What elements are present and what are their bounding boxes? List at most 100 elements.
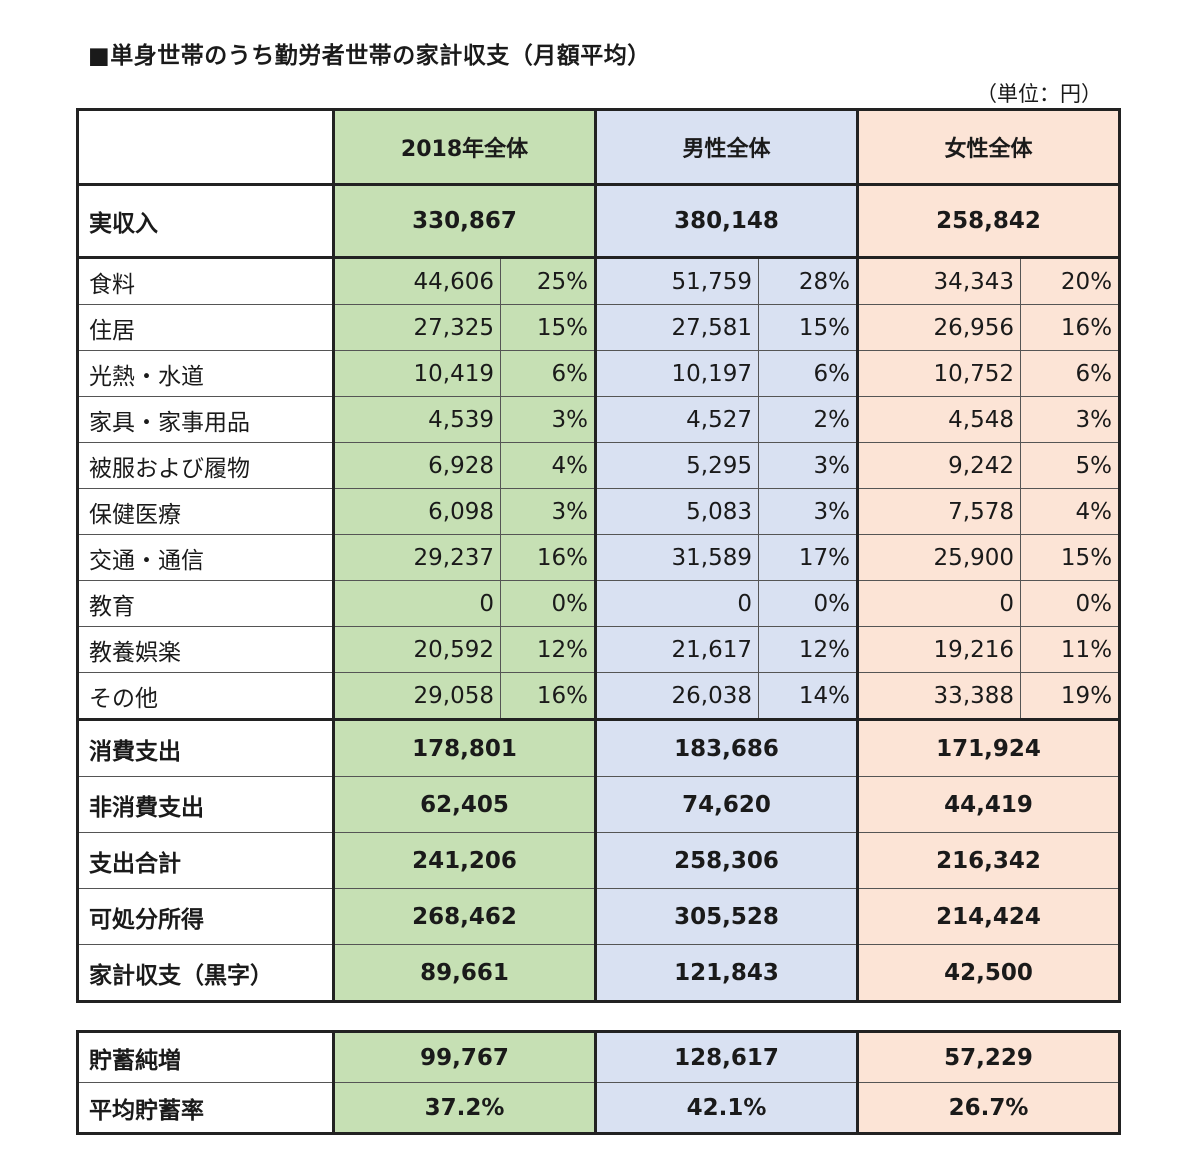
total-row: 可処分所得 268,462 305,528 214,424 [77, 888, 1121, 945]
savings-table: 貯蓄純増 99,767 128,617 57,229 平均貯蓄率 37.2% 42.1% 26… [76, 1030, 1121, 1135]
page-title: ■単身世帯のうち勤労者世帯の家計収支（月額平均） [88, 43, 651, 69]
amount-female: 4,548 [857, 396, 1022, 443]
amount-all: 0 [333, 580, 501, 627]
amount-female: 25,900 [857, 534, 1022, 581]
total-row: 支出合計 241,206 258,306 216,342 [77, 832, 1121, 889]
savings-row: 貯蓄純増 99,767 128,617 57,229 [77, 1031, 1120, 1083]
row-label: 貯蓄純増 [77, 1031, 335, 1083]
row-label: 交通・通信 [77, 534, 335, 581]
row-label: 平均貯蓄率 [77, 1082, 335, 1134]
row-label: その他 [77, 672, 335, 721]
value-female: 57,229 [857, 1031, 1120, 1083]
share-male: 3% [758, 488, 860, 535]
share-all: 12% [499, 626, 598, 673]
share-male: 0% [758, 580, 860, 627]
row-label: 実収入 [77, 184, 335, 259]
amount-all: 6,098 [333, 488, 501, 535]
amount-male: 27,581 [595, 304, 760, 351]
row-label: 光熱・水道 [77, 350, 335, 397]
row-label: 非消費支出 [77, 776, 335, 833]
expense-row: 食料 44,606 25% 51,759 28% 34,343 20% [77, 257, 1121, 305]
share-female: 11% [1020, 626, 1121, 673]
value-all: 89,661 [332, 944, 598, 1002]
header-female: 女性全体 [857, 109, 1121, 186]
row-label: 保健医療 [77, 488, 335, 535]
value-female: 44,419 [857, 776, 1121, 833]
amount-female: 19,216 [857, 626, 1022, 673]
value-male: 128,617 [595, 1031, 859, 1083]
value-all: 178,801 [332, 719, 598, 777]
amount-all: 4,539 [333, 396, 501, 443]
total-row: 消費支出 178,801 183,686 171,924 [77, 719, 1121, 777]
value-female: 42,500 [857, 944, 1121, 1002]
share-all: 6% [499, 350, 598, 397]
amount-male: 51,759 [595, 257, 760, 305]
share-all: 15% [499, 304, 598, 351]
share-female: 5% [1020, 442, 1121, 489]
share-female: 0% [1020, 580, 1121, 627]
expense-row: 光熱・水道 10,419 6% 10,197 6% 10,752 6% [77, 350, 1121, 397]
expense-row: 被服および履物 6,928 4% 5,295 3% 9,242 5% [77, 442, 1121, 489]
share-all: 3% [499, 396, 598, 443]
header-male: 男性全体 [595, 109, 860, 186]
share-male: 17% [758, 534, 860, 581]
share-male: 28% [758, 257, 860, 305]
value-all: 241,206 [332, 832, 598, 889]
row-label: 消費支出 [77, 719, 335, 777]
expense-row: その他 29,058 16% 26,038 14% 33,388 19% [77, 672, 1121, 721]
share-male: 15% [758, 304, 860, 351]
amount-male: 26,038 [595, 672, 760, 721]
header-row: 2018年全体 男性全体 女性全体 [77, 109, 1121, 186]
expense-totals: 消費支出 178,801 183,686 171,924 非消費支出 62,405 74,6… [77, 719, 1121, 1002]
row-label: 食料 [77, 257, 335, 305]
share-all: 16% [499, 672, 598, 721]
expense-row: 家具・家事用品 4,539 3% 4,527 2% 4,548 3% [77, 396, 1121, 443]
unit-label: （単位：円） [976, 82, 1102, 106]
row-label: 可処分所得 [77, 888, 335, 945]
row-label: 家具・家事用品 [77, 396, 335, 443]
expense-row: 住居 27,325 15% 27,581 15% 26,956 16% [77, 304, 1121, 351]
value-female: 216,342 [857, 832, 1121, 889]
amount-male: 10,197 [595, 350, 760, 397]
amount-female: 34,343 [857, 257, 1022, 305]
share-female: 15% [1020, 534, 1121, 581]
row-label: 支出合計 [77, 832, 335, 889]
amount-all: 29,058 [333, 672, 501, 721]
share-female: 16% [1020, 304, 1121, 351]
value-all: 37.2% [333, 1082, 597, 1134]
share-male: 12% [758, 626, 860, 673]
amount-all: 27,325 [333, 304, 501, 351]
amount-male: 5,083 [595, 488, 760, 535]
header-all: 2018年全体 [332, 109, 598, 186]
share-all: 3% [499, 488, 598, 535]
value-all: 99,767 [333, 1031, 597, 1083]
total-row: 非消費支出 62,405 74,620 44,419 [77, 776, 1121, 833]
total-row: 家計収支（黒字） 89,661 121,843 42,500 [77, 944, 1121, 1002]
savings-row: 平均貯蓄率 37.2% 42.1% 26.7% [77, 1082, 1120, 1134]
amount-female: 33,388 [857, 672, 1022, 721]
expense-row: 教養娯楽 20,592 12% 21,617 12% 19,216 11% [77, 626, 1121, 673]
amount-female: 0 [857, 580, 1022, 627]
value-male: 121,843 [595, 944, 860, 1002]
header-corner [77, 109, 335, 186]
amount-female: 7,578 [857, 488, 1022, 535]
row-label: 被服および履物 [77, 442, 335, 489]
expense-items: 食料 44,606 25% 51,759 28% 34,343 20% 住居 27,325 15%… [77, 257, 1121, 721]
share-female: 19% [1020, 672, 1121, 721]
amount-male: 5,295 [595, 442, 760, 489]
share-female: 4% [1020, 488, 1121, 535]
amount-all: 44,606 [333, 257, 501, 305]
value-male: 305,528 [595, 888, 860, 945]
value-male: 74,620 [595, 776, 860, 833]
share-all: 4% [499, 442, 598, 489]
value-female: 171,924 [857, 719, 1121, 777]
share-male: 6% [758, 350, 860, 397]
amount-male: 4,527 [595, 396, 760, 443]
amount-male: 0 [595, 580, 760, 627]
share-all: 25% [499, 257, 598, 305]
amount-female: 26,956 [857, 304, 1022, 351]
value-male: 380,148 [595, 184, 860, 259]
share-all: 16% [499, 534, 598, 581]
amount-all: 20,592 [333, 626, 501, 673]
amount-female: 10,752 [857, 350, 1022, 397]
